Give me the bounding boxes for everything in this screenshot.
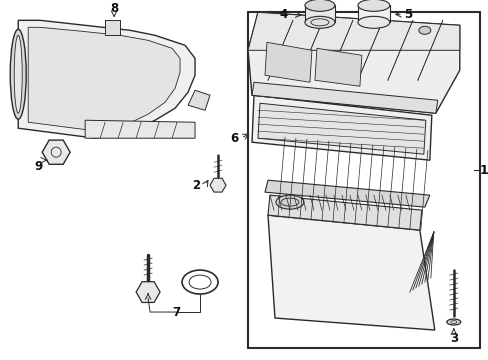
Polygon shape: [251, 95, 431, 160]
Ellipse shape: [357, 16, 389, 28]
Ellipse shape: [305, 16, 334, 28]
Text: 2: 2: [192, 179, 200, 192]
Polygon shape: [18, 20, 195, 138]
Polygon shape: [85, 120, 195, 138]
Text: 8: 8: [110, 2, 118, 15]
Polygon shape: [188, 90, 210, 110]
Ellipse shape: [10, 29, 26, 119]
Polygon shape: [267, 198, 309, 217]
Polygon shape: [247, 12, 459, 113]
Ellipse shape: [418, 26, 430, 34]
Text: 7: 7: [172, 306, 180, 319]
Text: 3: 3: [449, 332, 457, 345]
Polygon shape: [267, 215, 434, 330]
Ellipse shape: [357, 0, 389, 11]
Polygon shape: [314, 48, 361, 86]
Polygon shape: [264, 42, 311, 82]
Polygon shape: [305, 5, 334, 22]
Polygon shape: [267, 195, 421, 230]
Polygon shape: [251, 82, 437, 113]
Ellipse shape: [305, 0, 334, 11]
Bar: [247, 12, 479, 348]
Text: 9: 9: [34, 160, 42, 173]
Polygon shape: [264, 180, 429, 207]
Text: 4: 4: [279, 8, 287, 21]
Ellipse shape: [14, 35, 22, 113]
Polygon shape: [247, 12, 459, 50]
Polygon shape: [105, 20, 120, 35]
Text: 6: 6: [229, 132, 238, 145]
Polygon shape: [28, 27, 180, 130]
Text: 5: 5: [403, 8, 411, 21]
Ellipse shape: [446, 319, 460, 325]
Polygon shape: [357, 5, 389, 22]
Text: 1: 1: [478, 164, 487, 177]
Polygon shape: [258, 103, 425, 154]
Ellipse shape: [275, 195, 304, 209]
